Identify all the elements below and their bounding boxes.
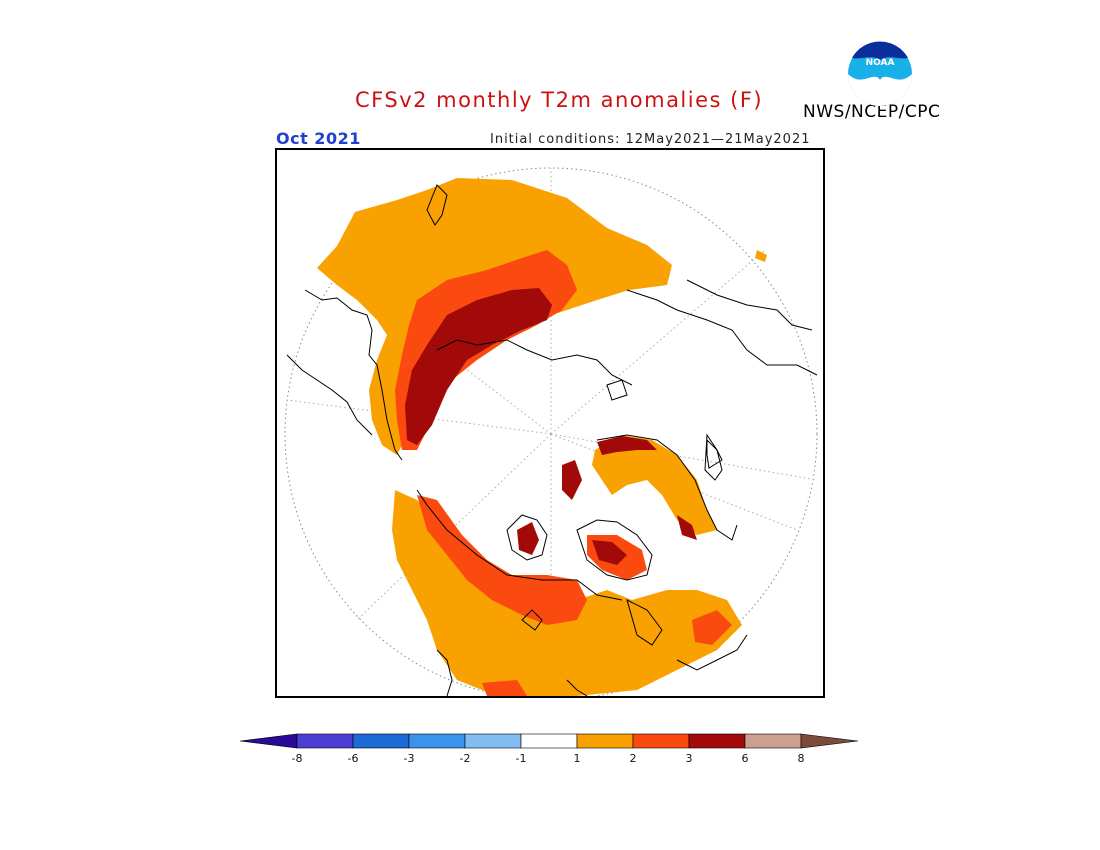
map-frame [275,148,825,698]
anomaly-region-europe [592,435,717,535]
anomaly-region-barents [562,460,582,500]
anomaly-region-siberia-core [405,288,552,445]
colorbar-legend: -8 -6 -3 -2 -1 1 2 3 6 8 [240,733,859,765]
initial-conditions: Initial conditions: 12May2021—21May2021 [490,132,811,147]
legend-tick-label: 6 [742,752,749,765]
polar-map [284,167,818,696]
legend-tick-label: 3 [686,752,693,765]
legend-swatch [464,733,522,749]
legend-tick-label: -8 [292,752,303,765]
legend-arrow-low [240,733,298,749]
anomaly-region-alaska [755,250,767,262]
logo-text: NOAA [866,58,895,68]
legend-swatch [520,733,578,749]
anomaly-region-scandinavia [597,436,657,455]
coastlines [286,184,818,696]
forecast-month: Oct 2021 [276,129,361,148]
anomaly-region-canada [417,495,587,625]
anomaly-region-labrador [692,610,732,645]
legend-tick-label: -6 [348,752,359,765]
anomaly-region-greenland-core [592,540,627,565]
map-boundary [284,167,818,696]
anomaly-region-baltic [677,515,697,540]
map-title: CFSv2 monthly T2m anomalies (F) [355,88,764,112]
meridian [286,399,552,435]
legend-swatch [576,733,634,749]
legend-tick-label: 8 [798,752,805,765]
legend-swatch [688,733,746,749]
agency-label: NWS/NCEP/CPC [803,102,941,122]
anomaly-region-southwest [482,680,527,696]
meridian [550,249,766,435]
legend-tick-label: -1 [516,752,527,765]
legend-swatch [296,733,354,749]
anomaly-region-north-america [392,490,742,696]
legend-swatch [632,733,690,749]
legend-arrow-high [800,733,859,749]
legend-tick-label: 2 [630,752,637,765]
legend-swatch [408,733,466,749]
legend-swatch [352,733,410,749]
legend-tick-label: -2 [460,752,471,765]
legend-swatch [744,733,802,749]
legend-tick-label: -3 [404,752,415,765]
legend-tick-label: 1 [574,752,581,765]
noaa-logo: NOAA [848,41,912,106]
anomaly-region-arctic-islands [517,522,539,555]
